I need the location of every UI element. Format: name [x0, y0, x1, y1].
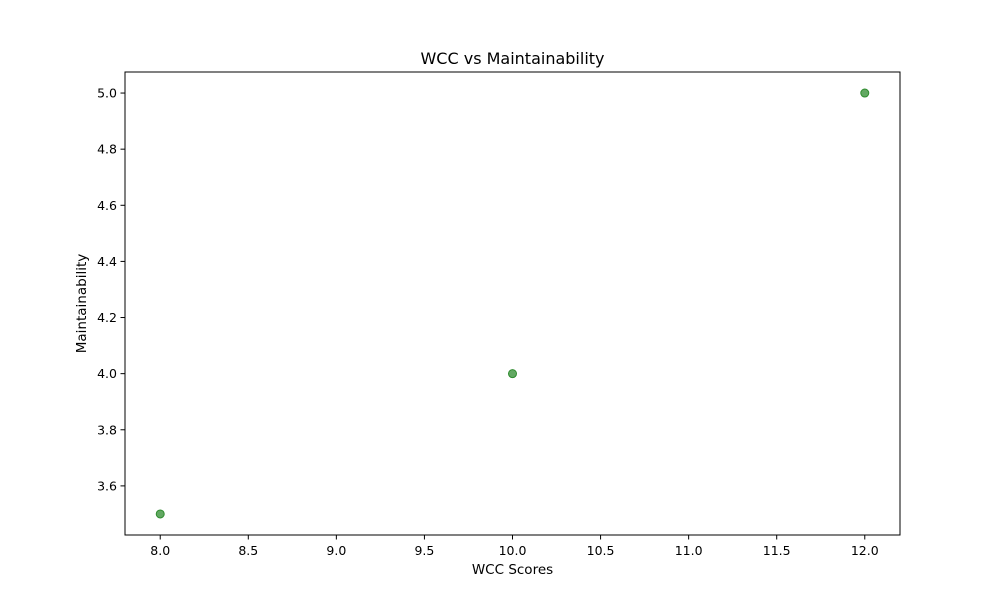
x-tick-label: 11.0	[675, 543, 703, 558]
y-tick-label: 4.2	[97, 310, 117, 325]
y-tick-label: 4.0	[97, 366, 117, 381]
scatter-point	[155, 509, 165, 519]
x-tick-label: 9.0	[326, 543, 346, 558]
y-tick-label: 4.8	[97, 142, 117, 157]
y-tick-label: 4.4	[97, 254, 117, 269]
scatter-point	[508, 369, 517, 379]
x-tick-label: 12.0	[851, 543, 879, 558]
y-axis-label: Maintainability	[74, 254, 90, 353]
y-tick-label: 4.6	[97, 198, 117, 213]
y-axis-ticks: 3.6 3.8 4.0 4.2 4.4 4.6 4.8 5.0	[97, 86, 125, 493]
x-tick-label: 8.0	[150, 543, 170, 558]
x-tick-label: 11.5	[763, 543, 791, 558]
x-tick-label: 8.5	[238, 543, 258, 558]
x-axis-label: WCC Scores	[472, 562, 553, 578]
x-tick-label: 10.0	[499, 543, 527, 558]
x-tick-label: 9.5	[414, 543, 434, 558]
x-axis-ticks: 8.0 8.5 9.0 9.5 10.0 10.5 11.0 11.5 12.0	[150, 535, 879, 558]
y-tick-label: 5.0	[97, 86, 117, 101]
y-tick-label: 3.8	[97, 422, 117, 437]
y-tick-label: 3.6	[97, 478, 117, 493]
scatter-point	[860, 88, 870, 98]
chart-title: WCC vs Maintainability	[420, 49, 604, 68]
x-tick-label: 10.5	[587, 543, 615, 558]
plot-frame	[124, 71, 901, 536]
data-points	[155, 88, 870, 519]
